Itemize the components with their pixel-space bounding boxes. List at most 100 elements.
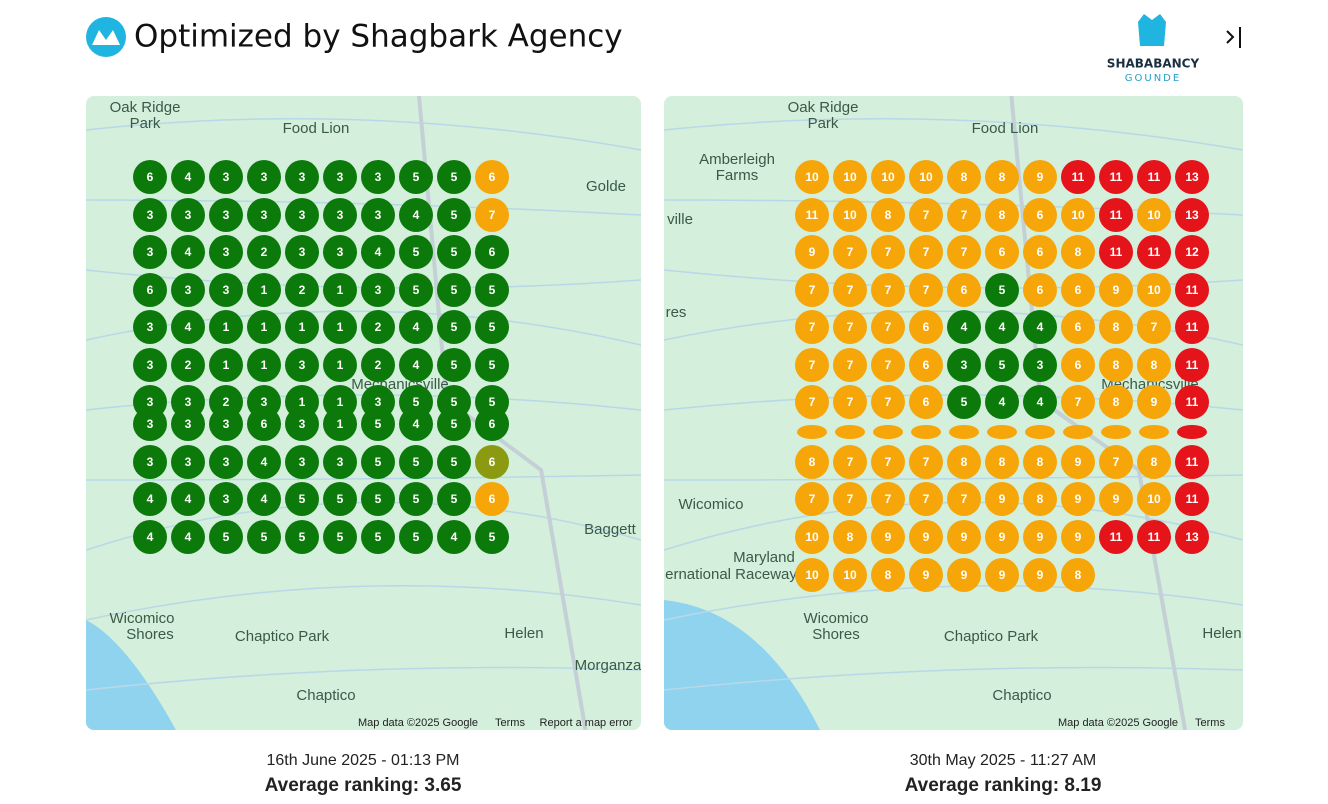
- rank-value: 6: [489, 417, 496, 431]
- rank-pin: [909, 445, 943, 479]
- rank-pin: [909, 160, 943, 194]
- rank-pin: [909, 235, 943, 269]
- rank-value: 11: [1186, 320, 1199, 334]
- map-label: Baggett: [584, 521, 637, 538]
- rank-pin: [871, 385, 905, 419]
- rank-value: 7: [885, 358, 892, 372]
- rank-value: 3: [223, 492, 230, 506]
- rank-value: 7: [1075, 395, 1082, 409]
- rank-value: 11: [1186, 455, 1199, 469]
- rank-pin: [947, 520, 981, 554]
- rank-value: 5: [413, 395, 420, 409]
- rank-value: 8: [1075, 245, 1082, 259]
- rank-pin: [1175, 310, 1209, 344]
- rank-pin: [475, 235, 509, 269]
- rank-pin: [361, 445, 395, 479]
- rank-pin: [1137, 520, 1171, 554]
- rank-pin: [133, 520, 167, 554]
- rank-pin: [323, 482, 357, 516]
- rank-value: 4: [451, 530, 458, 544]
- rank-pin: [399, 482, 433, 516]
- rank-value: 6: [999, 245, 1006, 259]
- rank-pin: [247, 198, 281, 232]
- rank-pin: [1023, 520, 1057, 554]
- map-label: Oak Ridge: [110, 99, 181, 116]
- rank-value: 4: [375, 245, 382, 259]
- rank-value: 4: [185, 492, 192, 506]
- header: Optimized by Shagbark Agency SHABABANCY …: [86, 14, 1241, 84]
- rank-value: 3: [337, 455, 344, 469]
- rank-value: 7: [923, 208, 930, 222]
- rank-pin: [833, 348, 867, 382]
- rank-value: 9: [961, 530, 968, 544]
- rank-value: 7: [923, 492, 930, 506]
- rank-pin: [947, 310, 981, 344]
- rank-pin: [437, 407, 471, 441]
- map-label: ernational Raceway: [665, 566, 797, 583]
- rank-value: 3: [261, 395, 268, 409]
- map-label: Chaptico Park: [944, 628, 1039, 645]
- collapse-button[interactable]: [1226, 27, 1241, 48]
- map-attribution: Terms: [495, 717, 525, 729]
- rank-value: 5: [489, 395, 496, 409]
- rank-pin: [871, 198, 905, 232]
- rank-pin: [795, 482, 829, 516]
- map-label: Golde: [586, 178, 626, 195]
- rank-value: 6: [489, 170, 496, 184]
- rank-pin: [985, 198, 1019, 232]
- rank-value: 5: [451, 208, 458, 222]
- rank-value: 9: [1075, 455, 1082, 469]
- rank-pin: [1137, 310, 1171, 344]
- rank-pin-hidden: [1177, 425, 1207, 439]
- rank-pin: [833, 445, 867, 479]
- rank-value: 4: [413, 358, 420, 372]
- rank-value: 10: [843, 568, 857, 582]
- timestamp: 16th June 2025 - 01:13 PM: [266, 752, 459, 769]
- rank-value: 1: [299, 320, 306, 334]
- rank-value: 3: [185, 455, 192, 469]
- rank-pin: [947, 273, 981, 307]
- rank-value: 13: [1185, 208, 1199, 222]
- map-attribution: Map data ©2025 Google: [1058, 717, 1178, 729]
- rank-value: 3: [147, 395, 154, 409]
- rank-pin: [1099, 310, 1133, 344]
- logo-shape: [92, 30, 120, 45]
- map-label: Park: [808, 115, 839, 132]
- rank-value: 6: [489, 455, 496, 469]
- rank-pin: [285, 310, 319, 344]
- rank-pin: [1137, 235, 1171, 269]
- rank-value: 3: [375, 395, 382, 409]
- rank-value: 11: [1186, 358, 1199, 372]
- rank-pin: [323, 235, 357, 269]
- rank-pin-hidden: [987, 425, 1017, 439]
- rank-value: 5: [299, 530, 306, 544]
- rank-value: 2: [261, 245, 268, 259]
- rank-pin: [871, 273, 905, 307]
- road: [86, 474, 641, 481]
- page-title: Optimized by Shagbark Agency: [134, 19, 623, 55]
- rank-value: 10: [919, 170, 933, 184]
- rank-value: 4: [999, 395, 1006, 409]
- rank-value: 3: [147, 245, 154, 259]
- rank-pin: [909, 348, 943, 382]
- rank-pin: [133, 160, 167, 194]
- rank-value: 7: [847, 395, 854, 409]
- rank-pin: [1137, 273, 1171, 307]
- rank-pin: [399, 407, 433, 441]
- rank-pin: [833, 160, 867, 194]
- rank-pin: [985, 445, 1019, 479]
- rank-value: 10: [1147, 208, 1161, 222]
- rank-pin: [985, 482, 1019, 516]
- rank-pin: [985, 160, 1019, 194]
- rank-value: 10: [805, 170, 819, 184]
- rank-value: 5: [375, 455, 382, 469]
- rank-pin: [795, 273, 829, 307]
- rank-value: 4: [261, 492, 268, 506]
- rank-pin: [285, 407, 319, 441]
- rank-pin: [1061, 235, 1095, 269]
- rank-value: 3: [261, 170, 268, 184]
- rank-value: 5: [413, 245, 420, 259]
- rank-value: 8: [1113, 358, 1120, 372]
- water: [664, 600, 820, 730]
